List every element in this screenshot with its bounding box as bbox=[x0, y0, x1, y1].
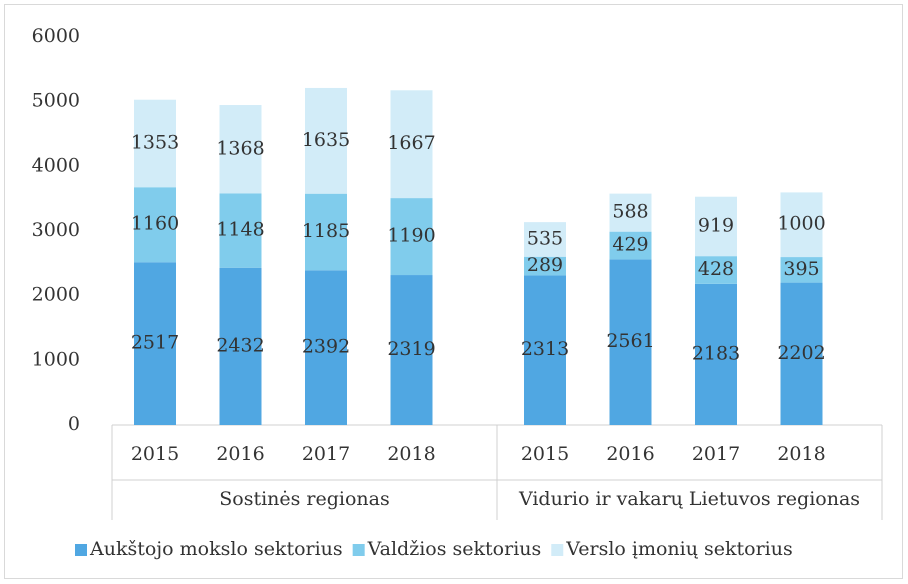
x-tick-label: 2018 bbox=[387, 443, 435, 465]
bar-segment bbox=[695, 256, 737, 284]
bar-segment bbox=[390, 198, 433, 276]
bar-segment bbox=[780, 192, 823, 258]
data-label: 429 bbox=[612, 234, 648, 256]
bar-segment bbox=[134, 99, 176, 188]
y-tick-label: 1000 bbox=[32, 348, 80, 370]
bar-segment bbox=[390, 275, 433, 425]
x-tick-label: 2017 bbox=[302, 443, 350, 465]
data-label: 2561 bbox=[606, 330, 654, 352]
x-tick-label: 2017 bbox=[692, 443, 740, 465]
bar-segment bbox=[524, 256, 566, 276]
data-label: 2313 bbox=[521, 338, 569, 360]
bar-segment bbox=[609, 259, 652, 425]
y-tick-label: 0 bbox=[68, 413, 80, 435]
data-label: 1667 bbox=[387, 132, 435, 154]
x-tick-label: 2015 bbox=[131, 443, 179, 465]
data-label: 395 bbox=[783, 258, 819, 280]
bar-segment bbox=[780, 257, 823, 283]
bar-segment bbox=[305, 193, 347, 271]
data-label: 535 bbox=[527, 227, 563, 249]
y-tick-label: 5000 bbox=[32, 90, 80, 112]
bar-segment bbox=[609, 231, 652, 260]
bar-segment bbox=[219, 105, 262, 194]
bar-segment bbox=[219, 267, 262, 425]
legend-swatch bbox=[352, 544, 365, 556]
x-tick-label: 2015 bbox=[521, 443, 569, 465]
x-tick-label: 2018 bbox=[777, 443, 825, 465]
y-tick-label: 2000 bbox=[32, 284, 80, 306]
data-label: 1185 bbox=[302, 220, 350, 242]
data-label: 1160 bbox=[131, 213, 179, 235]
data-label: 1190 bbox=[387, 225, 435, 247]
bar-segment bbox=[695, 196, 737, 257]
data-label: 289 bbox=[527, 254, 563, 276]
legend-label: Verslo įmonių sektorius bbox=[565, 538, 792, 560]
bar-segment bbox=[780, 282, 823, 425]
legend-label: Valdžios sektorius bbox=[367, 538, 542, 560]
data-label: 2202 bbox=[777, 342, 825, 364]
group-label: Vidurio ir vakarų Lietuvos regionas bbox=[518, 488, 860, 510]
data-label: 2392 bbox=[302, 336, 350, 358]
data-label: 428 bbox=[698, 258, 734, 280]
bar-segment bbox=[524, 222, 566, 257]
bar-segment bbox=[305, 87, 347, 194]
y-tick-label: 4000 bbox=[32, 154, 80, 176]
data-label: 1635 bbox=[302, 129, 350, 151]
data-label: 588 bbox=[612, 201, 648, 223]
x-tick-label: 2016 bbox=[216, 443, 264, 465]
bar-segment bbox=[695, 283, 737, 425]
x-tick-label: 2016 bbox=[606, 443, 654, 465]
bar-segment bbox=[390, 90, 433, 199]
y-tick-label: 6000 bbox=[32, 25, 80, 47]
data-label: 1000 bbox=[777, 213, 825, 235]
y-tick-label: 3000 bbox=[32, 219, 80, 241]
legend-label: Aukštojo mokslo sektorius bbox=[89, 538, 343, 560]
data-label: 1368 bbox=[216, 137, 264, 159]
data-label: 2432 bbox=[216, 334, 264, 356]
bar-segment bbox=[524, 275, 566, 425]
legend-swatch bbox=[551, 544, 564, 556]
data-label: 2517 bbox=[131, 332, 179, 354]
group-label: Sostinės regionas bbox=[219, 488, 390, 510]
bar-segment bbox=[609, 193, 652, 232]
data-label: 2183 bbox=[692, 342, 740, 364]
data-label: 1148 bbox=[216, 219, 264, 241]
data-label: 2319 bbox=[387, 338, 435, 360]
bar-segment bbox=[134, 262, 176, 425]
data-label: 919 bbox=[698, 214, 734, 236]
legend-swatch bbox=[75, 544, 87, 556]
bar-segment bbox=[219, 193, 262, 268]
data-label: 1353 bbox=[131, 131, 179, 153]
bar-segment bbox=[134, 187, 176, 263]
bar-segment bbox=[305, 270, 347, 425]
